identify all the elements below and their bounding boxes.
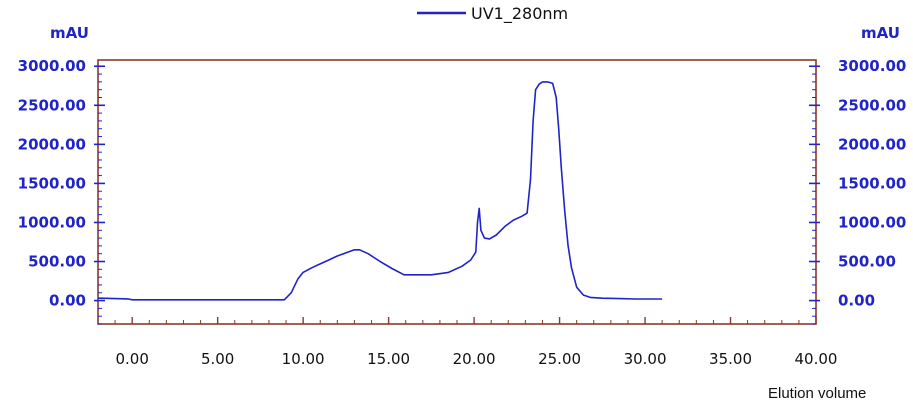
x-tick-label: 30.00	[624, 350, 667, 368]
x-tick-label: 5.00	[201, 350, 234, 368]
legend: UV1_280nm	[417, 4, 568, 24]
y-axis-unit-left: mAU	[50, 24, 89, 42]
y-tick-label-right: 0.00	[838, 292, 875, 310]
series-line-uv1-280nm	[98, 81, 663, 301]
x-axis-label: Elution volume	[768, 385, 866, 401]
y-tick-label-right: 500.00	[838, 253, 896, 271]
y-tick-label-right: 2000.00	[838, 135, 906, 153]
y-tick-label-right: 2500.00	[838, 96, 906, 114]
x-tick-label: 40.00	[795, 350, 838, 368]
y-axis-right: 0.00 500.00 1000.00 1500.00 2000.00 2500.00 30…	[809, 57, 906, 325]
y-tick-label-left: 0.00	[49, 292, 86, 310]
y-tick-label-right: 1000.00	[838, 213, 906, 231]
x-tick-label: 35.00	[709, 350, 752, 368]
x-tick-label: 20.00	[453, 350, 496, 368]
y-tick-label-right: 1500.00	[838, 174, 906, 192]
x-tick-label: 0.00	[115, 350, 148, 368]
y-tick-label-left: 500.00	[28, 253, 86, 271]
x-tick-label: 10.00	[282, 350, 325, 368]
y-tick-label-left: 1000.00	[18, 213, 86, 231]
x-axis: 0.00 5.00 10.00 15.00 20.00 25.00 30.00 35.00 40…	[97, 317, 838, 368]
plot-frame	[97, 59, 817, 325]
y-tick-label-left: 3000.00	[18, 57, 86, 75]
legend-label: UV1_280nm	[471, 4, 568, 24]
y-tick-label-left: 2000.00	[18, 135, 86, 153]
x-tick-label: 15.00	[367, 350, 410, 368]
y-axis-unit-right: mAU	[861, 24, 900, 42]
x-tick-label: 25.00	[538, 350, 581, 368]
y-tick-label-left: 2500.00	[18, 96, 86, 114]
y-tick-label-right: 3000.00	[838, 57, 906, 75]
y-axis-left: 0.00 500.00 1000.00 1500.00 2000.00 2500.00 30…	[18, 57, 105, 325]
y-tick-label-left: 1500.00	[18, 174, 86, 192]
